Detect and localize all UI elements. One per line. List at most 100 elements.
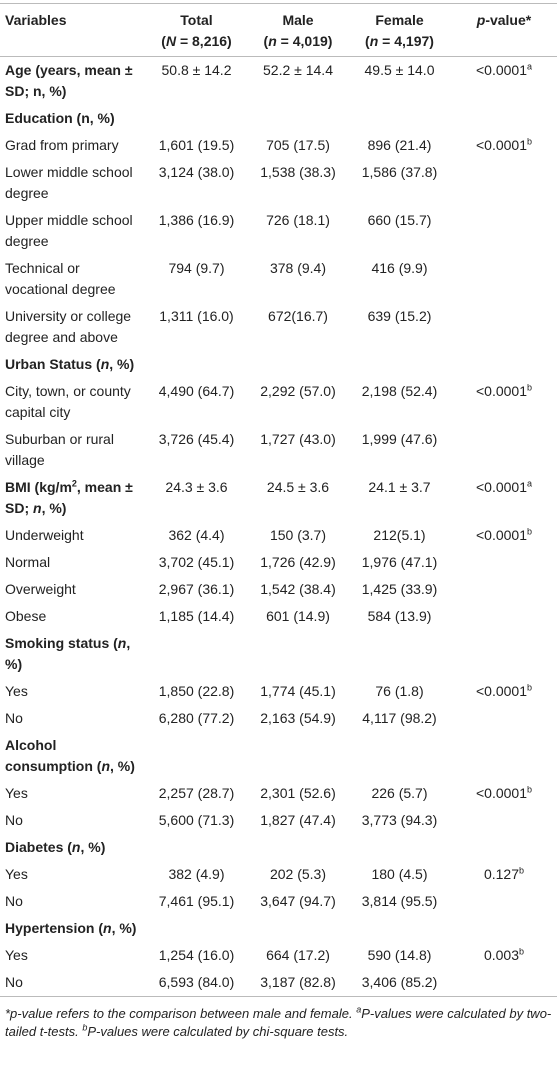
value: 4,490 (64.7) — [158, 383, 235, 399]
value: 590 (14.8) — [367, 947, 432, 963]
superscript: b — [82, 1022, 88, 1033]
p-value: 0.003 — [483, 947, 520, 963]
p-value: <0.0001 — [475, 383, 527, 399]
value-cell: 3,187 (82.8) — [248, 969, 348, 997]
value-cell: 1,542 (38.4) — [248, 576, 348, 603]
value: 378 (9.4) — [269, 260, 327, 276]
value: 672(16.7) — [268, 308, 328, 324]
label-cell: Lower middle school degree — [0, 159, 145, 207]
p-value-cell: <0.0001b — [451, 678, 557, 705]
p-value-cell: <0.0001b — [451, 522, 557, 549]
value-cell: 4,490 (64.7) — [145, 378, 248, 426]
value: 726 (18.1) — [266, 212, 330, 228]
value-cell — [248, 351, 348, 378]
value-cell: 212(5.1) — [348, 522, 451, 549]
p-value: <0.0001 — [475, 137, 527, 153]
value: 50.8 ± 14.2 — [161, 62, 232, 78]
p-value-cell — [451, 549, 557, 576]
label-cell: University or college degree and above — [0, 303, 145, 351]
text: Hypertension ( — [5, 920, 104, 936]
value-cell: 4,117 (98.2) — [348, 705, 451, 732]
value-cell: 180 (4.5) — [348, 861, 451, 888]
value: 1,185 (14.4) — [158, 608, 235, 624]
value: 24.3 ± 3.6 — [165, 479, 228, 495]
value-cell — [348, 732, 451, 780]
value: 3,406 (85.2) — [361, 974, 438, 990]
value-cell — [145, 351, 248, 378]
group-name: Total — [180, 12, 213, 28]
p-value-cell — [451, 303, 557, 351]
text: = 4,197) — [378, 33, 434, 49]
text: , %) — [110, 758, 135, 774]
value-cell: 3,702 (45.1) — [145, 549, 248, 576]
value-cell: 726 (18.1) — [248, 207, 348, 255]
value-cell: 362 (4.4) — [145, 522, 248, 549]
table-body: Age (years, mean ± SD; n, %) 50.8 ± 14.2 5… — [0, 57, 557, 997]
value: 382 (4.9) — [168, 866, 225, 882]
label-cell: Technical or vocational degree — [0, 255, 145, 303]
value-cell — [145, 732, 248, 780]
table-row: Underweight 362 (4.4) 150 (3.7) 212(5.1) <0.… — [0, 522, 557, 549]
value-cell: 1,254 (16.0) — [145, 942, 248, 969]
table-row: Yes 1,850 (22.8) 1,774 (45.1) 76 (1.8) <0.00… — [0, 678, 557, 705]
value-cell: 24.1 ± 3.7 — [348, 474, 451, 522]
label-cell: Hypertension (n, %) — [0, 915, 145, 942]
value: 202 (5.3) — [269, 866, 327, 882]
header-row: Variables Total (N = 8,216) Male (n = 4,019)… — [0, 3, 557, 57]
table-row: No 7,461 (95.1) 3,647 (94.7) 3,814 (95.5) — [0, 888, 557, 915]
text: , %) — [41, 500, 67, 516]
value-cell: 5,600 (71.3) — [145, 807, 248, 834]
p-value-cell: <0.0001b — [451, 780, 557, 807]
value-cell: 794 (9.7) — [145, 255, 248, 303]
value-cell: 2,292 (57.0) — [248, 378, 348, 426]
p-value-cell: <0.0001a — [451, 57, 557, 106]
text: Underweight — [5, 527, 84, 543]
header-cell: Female (n = 4,197) — [348, 3, 451, 57]
text: Alcohol consumption ( — [5, 737, 102, 774]
label-cell: Yes — [0, 678, 145, 705]
value-cell: 76 (1.8) — [348, 678, 451, 705]
value-cell: 2,163 (54.9) — [248, 705, 348, 732]
value-cell: 1,827 (47.4) — [248, 807, 348, 834]
label-cell: City, town, or county capital city — [0, 378, 145, 426]
label-cell: Diabetes (n, %) — [0, 834, 145, 861]
value-cell: 3,814 (95.5) — [348, 888, 451, 915]
italic-text: n — [268, 33, 277, 49]
text: No — [5, 710, 23, 726]
superscript: 2 — [71, 478, 77, 489]
table-row: Lower middle school degree 3,124 (38.0) 1,… — [0, 159, 557, 207]
value-cell — [145, 105, 248, 132]
italic-text: n — [101, 758, 110, 774]
text: No — [5, 812, 23, 828]
table-row: Age (years, mean ± SD; n, %) 50.8 ± 14.2 5… — [0, 57, 557, 106]
value: 584 (13.9) — [367, 608, 432, 624]
table-row: Smoking status (n, %) — [0, 630, 557, 678]
value: 1,827 (47.4) — [260, 812, 336, 828]
value: 2,292 (57.0) — [260, 383, 336, 399]
value-cell: 2,967 (36.1) — [145, 576, 248, 603]
label-cell: Overweight — [0, 576, 145, 603]
value-cell — [145, 834, 248, 861]
value-cell: 1,774 (45.1) — [248, 678, 348, 705]
value: 1,586 (37.8) — [361, 164, 438, 180]
value: 2,198 (52.4) — [361, 383, 438, 399]
value: 1,774 (45.1) — [260, 683, 336, 699]
label-cell: Yes — [0, 780, 145, 807]
value-cell — [248, 732, 348, 780]
table-row: Education (n, %) — [0, 105, 557, 132]
text: Grad from primary — [5, 137, 119, 153]
table-row: Diabetes (n, %) — [0, 834, 557, 861]
text: Overweight — [5, 581, 76, 597]
value: 896 (21.4) — [367, 137, 432, 153]
value-cell: 24.3 ± 3.6 — [145, 474, 248, 522]
value-cell: 6,280 (77.2) — [145, 705, 248, 732]
table-row: Alcohol consumption (n, %) — [0, 732, 557, 780]
value: 1,976 (47.1) — [361, 554, 438, 570]
table-row: Hypertension (n, %) — [0, 915, 557, 942]
text: BMI (kg/m — [5, 479, 72, 495]
text: Lower middle school degree — [5, 164, 133, 201]
table-row: Yes 1,254 (16.0) 664 (17.2) 590 (14.8) 0.003… — [0, 942, 557, 969]
text: -value* — [485, 12, 532, 28]
p-note: b — [519, 865, 525, 876]
value-cell: 1,586 (37.8) — [348, 159, 451, 207]
